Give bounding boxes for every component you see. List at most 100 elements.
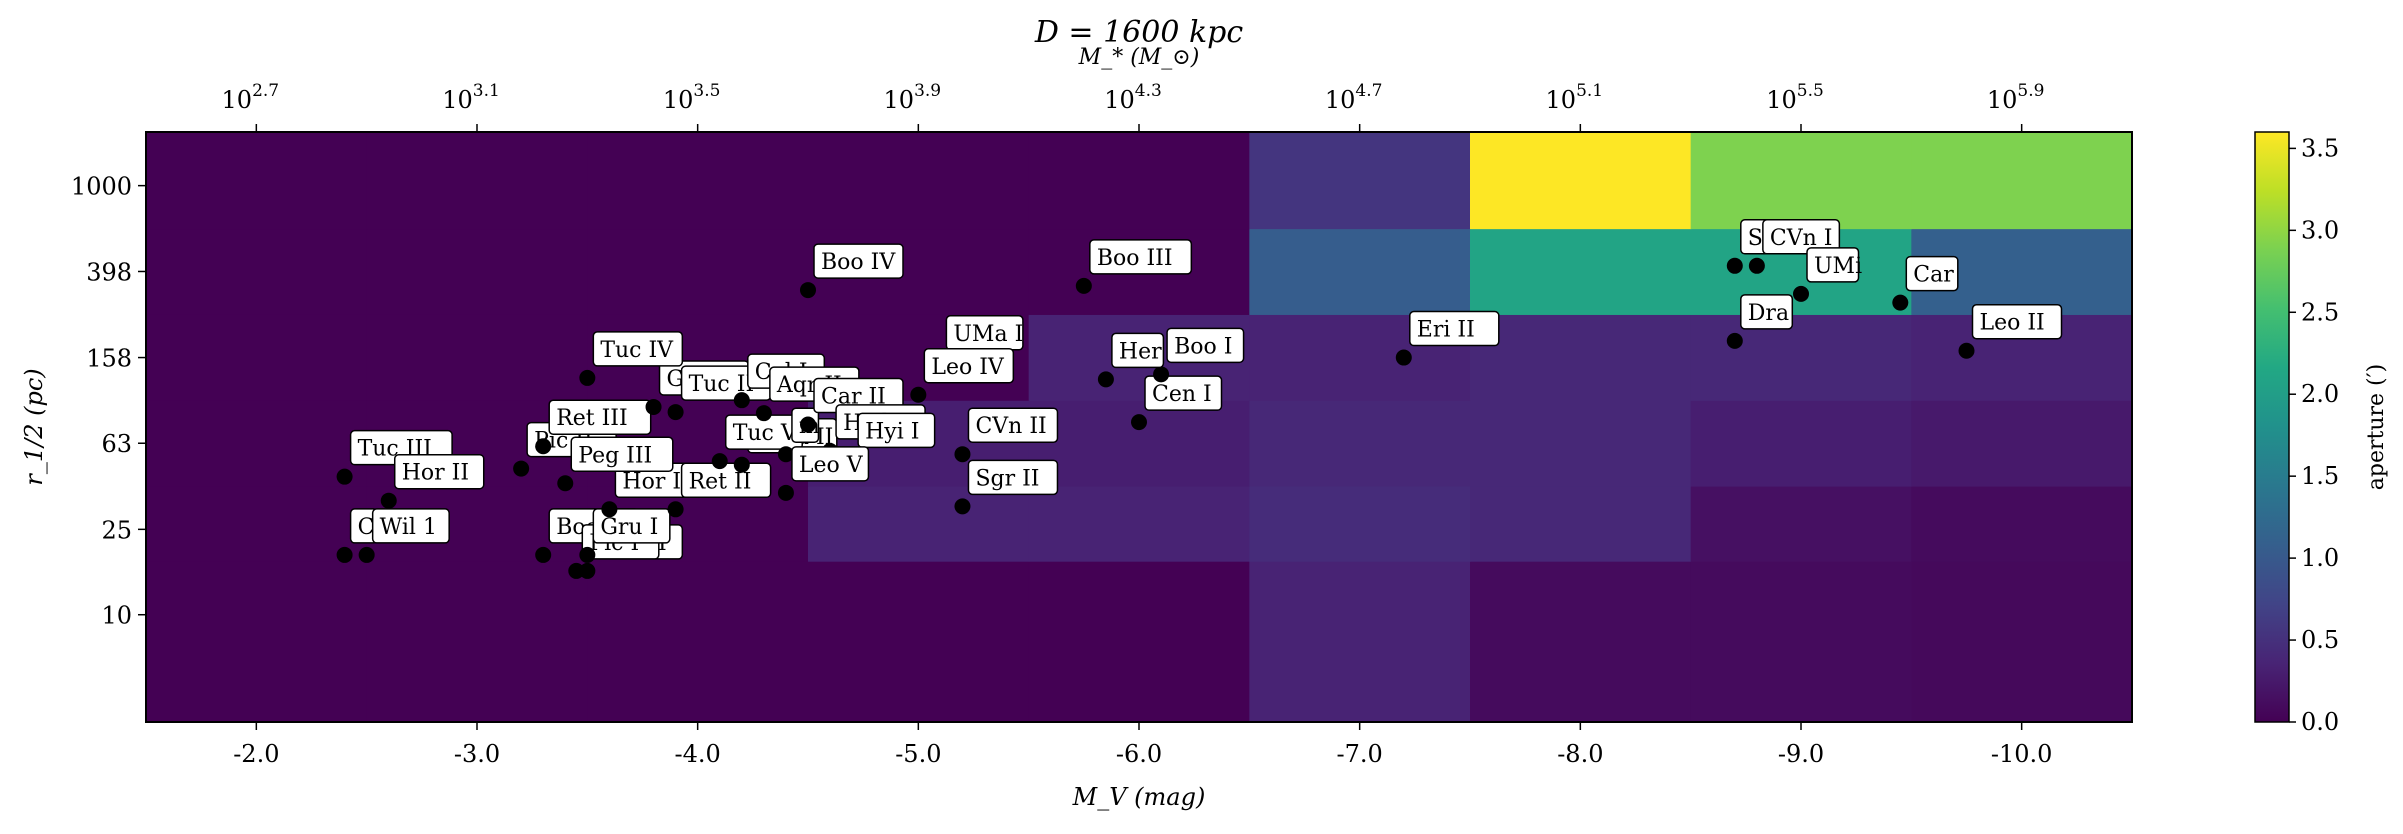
x-tick-label: -3.0 xyxy=(454,740,500,768)
galaxy-label: Peg III xyxy=(570,436,674,473)
heatmap-cell xyxy=(1028,561,1250,723)
galaxy-point xyxy=(800,416,816,433)
galaxy-point xyxy=(645,398,662,415)
galaxy-label-box xyxy=(393,453,485,490)
heatmap-cell xyxy=(808,561,1030,723)
galaxy-label-text: Car xyxy=(1913,263,1954,288)
x-tick-label: -5.0 xyxy=(895,740,941,768)
galaxy-label-text: Her xyxy=(1119,339,1162,364)
galaxy-label-text: UMi xyxy=(1814,254,1862,279)
galaxy-label-box xyxy=(967,459,1059,496)
galaxy-point xyxy=(755,405,772,422)
heatmap-cell xyxy=(1690,561,1912,723)
galaxy-label-box xyxy=(857,412,936,449)
heatmap-cell xyxy=(366,132,588,230)
y-tick-label: 63 xyxy=(101,430,132,458)
galaxy-label: Boo IV xyxy=(813,243,904,279)
y-tick-label: 398 xyxy=(86,258,132,286)
y-tick-label: 1000 xyxy=(71,173,132,201)
galaxy-point xyxy=(579,562,596,579)
galaxy-label-box xyxy=(1740,294,1794,330)
galaxy-point xyxy=(1793,285,1809,302)
galaxy-label: Dra xyxy=(1740,294,1794,330)
galaxy-label-text: CVn II xyxy=(975,414,1046,439)
top-tick-label: 103.1 xyxy=(442,81,500,114)
heatmap-cell xyxy=(1249,486,1471,562)
galaxy-label-box xyxy=(548,399,652,435)
top-axis: 102.7 103.1 103.5 103.9 104.3 104.7 105.1 105.5… xyxy=(222,81,2045,132)
heatmap-cell xyxy=(1249,132,1471,230)
galaxy-label-text: Leo V xyxy=(799,453,864,478)
heatmap-cell xyxy=(366,228,588,315)
galaxy-point xyxy=(954,498,971,515)
galaxy-label-text: Tuc IV xyxy=(600,338,674,363)
colorbar-tick-label: 0.5 xyxy=(2301,626,2339,654)
galaxy-label-box xyxy=(592,508,671,544)
heatmap-cell xyxy=(1690,486,1912,562)
galaxy-point xyxy=(1726,257,1743,274)
galaxy-point xyxy=(336,468,353,485)
galaxy-label-box xyxy=(1089,239,1193,275)
galaxy-label-text: C xyxy=(358,515,375,540)
heatmap-cell xyxy=(146,132,368,230)
top-tick-label: 105.9 xyxy=(1987,81,2045,114)
galaxy-label-box xyxy=(967,407,1059,443)
galaxy-label: Sgr II xyxy=(967,459,1059,496)
heatmap-cell xyxy=(1911,561,2133,723)
left-axis: 10 25 63 158 398 1000 xyxy=(71,173,146,630)
top-tick-label: 102.7 xyxy=(222,81,280,114)
galaxy-point xyxy=(910,386,927,403)
x-tick-label: -10.0 xyxy=(1991,740,2053,768)
y-tick-label: 158 xyxy=(86,345,132,373)
galaxy-point xyxy=(777,446,794,463)
galaxy-label-text: Cen I xyxy=(1152,382,1212,407)
heatmap-cell xyxy=(1028,486,1250,562)
galaxy-point xyxy=(954,446,971,463)
galaxy-point xyxy=(513,460,530,477)
y-axis-label: r_1/2 (pc) xyxy=(20,368,48,485)
galaxy-label: Wil 1 xyxy=(371,508,450,544)
galaxy-point xyxy=(380,492,397,509)
galaxy-label: Hyi I xyxy=(857,412,936,449)
galaxy-label: Gru I xyxy=(592,508,671,544)
heatmap-cell xyxy=(146,314,368,401)
colorbar-tick-label: 2.0 xyxy=(2301,380,2339,408)
galaxy-point xyxy=(711,453,728,470)
heatmap-cell xyxy=(1470,486,1692,562)
top-tick-label: 104.7 xyxy=(1325,81,1383,114)
galaxy-label: Car xyxy=(1905,255,1959,292)
chart-title: D = 1600 kpc xyxy=(1034,15,1244,50)
galaxy-label-text: Hyi I xyxy=(865,419,919,444)
galaxy-label-box xyxy=(1166,327,1245,364)
galaxy-label: Leo II xyxy=(1971,303,2063,340)
galaxy-label: CVn II xyxy=(967,407,1059,443)
galaxy-point xyxy=(557,475,574,492)
galaxy-label: Tuc IV xyxy=(592,331,684,367)
galaxy-label-text: Wil 1 xyxy=(380,515,437,540)
galaxy-label-box xyxy=(923,348,1015,384)
bottom-axis: -2.0 -3.0 -4.0 -5.0 -6.0 -7.0 -8.0 -9.0 -10.0 xyxy=(233,722,2052,768)
heatmap-cell xyxy=(1470,132,1692,230)
galaxy-label-box xyxy=(371,508,450,544)
galaxy-label-text: Dra xyxy=(1748,301,1789,326)
colorbar-tick-label: 1.5 xyxy=(2301,462,2339,490)
galaxy-point xyxy=(1892,294,1909,311)
heatmap-cell xyxy=(1028,132,1250,230)
x-tick-label: -6.0 xyxy=(1116,740,1162,768)
heatmap-cell xyxy=(1249,400,1471,487)
galaxy-label-box xyxy=(1111,332,1165,369)
galaxy-label-box xyxy=(1762,219,1841,255)
heatmap-cell xyxy=(1911,400,2133,487)
heatmap-cell xyxy=(1690,400,1912,487)
heatmap-cell xyxy=(587,561,809,723)
galaxy-label-text: Hor I xyxy=(622,469,681,494)
galaxy-label-box xyxy=(592,331,684,367)
galaxy-point xyxy=(667,404,684,421)
heatmap-cell xyxy=(1911,486,2133,562)
heatmap-cell xyxy=(146,561,368,723)
heatmap-cell xyxy=(587,132,809,230)
galaxy-label-text: CVn I xyxy=(1770,226,1833,251)
galaxy-label-text: Leo IV xyxy=(931,355,1005,380)
colorbar-tick-label: 3.5 xyxy=(2301,134,2339,162)
